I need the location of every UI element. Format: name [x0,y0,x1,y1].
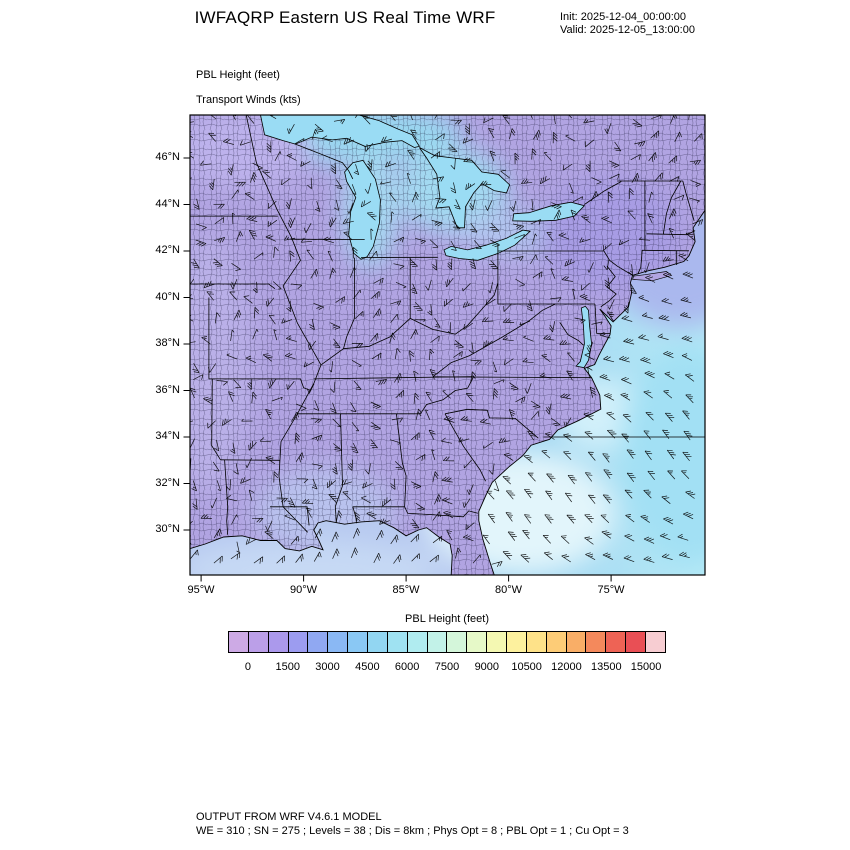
init-time: Init: 2025-12-04_00:00:00 [560,11,686,23]
colorbar-cell [407,632,428,652]
lat-tick-label: 30°N [155,523,180,535]
colorbar-tick-label: 7500 [434,661,460,673]
colorbar-cell [268,632,289,652]
transport-winds-label: Transport Winds (kts) [196,94,301,106]
colorbar-tick-label: 12000 [551,661,582,673]
lat-tick-label: 40°N [155,290,180,303]
lat-tick-label: 38°N [155,337,180,349]
colorbar-cell [229,632,249,652]
valid-time: Valid: 2025-12-05_13:00:00 [560,24,695,36]
plot-title: IWFAQRP Eastern US Real Time WRF [194,8,496,27]
lat-tick-label: 34°N [155,430,180,442]
lat-tick-label: 32°N [155,476,180,489]
lon-tick-label: 75°W [597,584,625,596]
footer-block: OUTPUT FROM WRF V4.6.1 MODEL WE = 310 ; … [196,810,629,838]
lat-tick-label: 46°N [155,151,180,163]
colorbar-tick-label: 3000 [315,661,340,673]
lake [443,229,531,261]
colorbar-cell [487,632,508,652]
colorbar-cell [566,632,587,652]
colorbar-tick-label: 1500 [275,661,300,673]
colorbar-tick-label: 15000 [630,661,662,673]
colorbar-cell [288,632,309,652]
colorbar-tick-label: 10500 [511,661,542,673]
lat-tick-label: 42°N [155,244,180,256]
colorbar-cell [427,632,448,652]
lat-tick-label: 44°N [155,197,180,210]
atlantic-coastline [478,210,705,575]
lat-tick-label: 36°N [155,383,180,396]
state-borders [190,115,696,535]
colorbar-cell [526,632,547,652]
colorbar-tick-label: 6000 [394,661,420,673]
colorbar-cell [586,632,607,652]
lon-tick-label: 80°W [495,584,523,596]
lake [344,159,381,260]
lake [512,201,586,222]
map-border [189,114,706,576]
colorbar-title: PBL Height (feet) [405,613,489,625]
colorbar-cell [507,632,527,652]
colorbar-cell [308,632,329,652]
colorbar-tick-label: 13500 [590,661,622,673]
colorbar-tick-label: 9000 [474,661,500,673]
gulf-coastline [190,520,453,575]
field-labels: PBL Height (feet) Transport Winds (kts) [196,63,301,113]
colorbar-cell [348,632,369,652]
colorbar-cell [546,632,567,652]
footer-config-line: WE = 310 ; SN = 275 ; Levels = 38 ; Dis … [196,825,629,837]
colorbar-cell [606,632,627,652]
colorbar-cell [387,632,408,652]
colorbar-tick-label: 4500 [355,661,380,673]
footer-model-line: OUTPUT FROM WRF V4.6.1 MODEL [196,811,382,823]
lon-tick-label: 95°W [187,584,215,596]
wrf-map [182,107,713,583]
colorbar [228,631,666,653]
wind-barbs [190,115,704,568]
colorbar-cell [328,632,349,652]
lon-tick-label: 90°W [290,584,318,596]
colorbar-cell [447,632,468,652]
colorbar-cell [646,632,665,652]
lake [575,305,593,369]
colorbar-cell [626,632,647,652]
colorbar-cell [368,632,388,652]
init-valid-block: Init: 2025-12-04_00:00:00 Valid: 2025-12… [560,11,695,37]
colorbar-tick-label: 0 [244,661,251,673]
pbl-height-label: PBL Height (feet) [196,69,280,81]
colorbar-cell [248,632,269,652]
lake [260,115,421,148]
lon-tick-label: 85°W [392,584,420,596]
colorbar-cell [467,632,488,652]
axis-ticks [183,157,612,582]
map-layers [190,115,705,575]
